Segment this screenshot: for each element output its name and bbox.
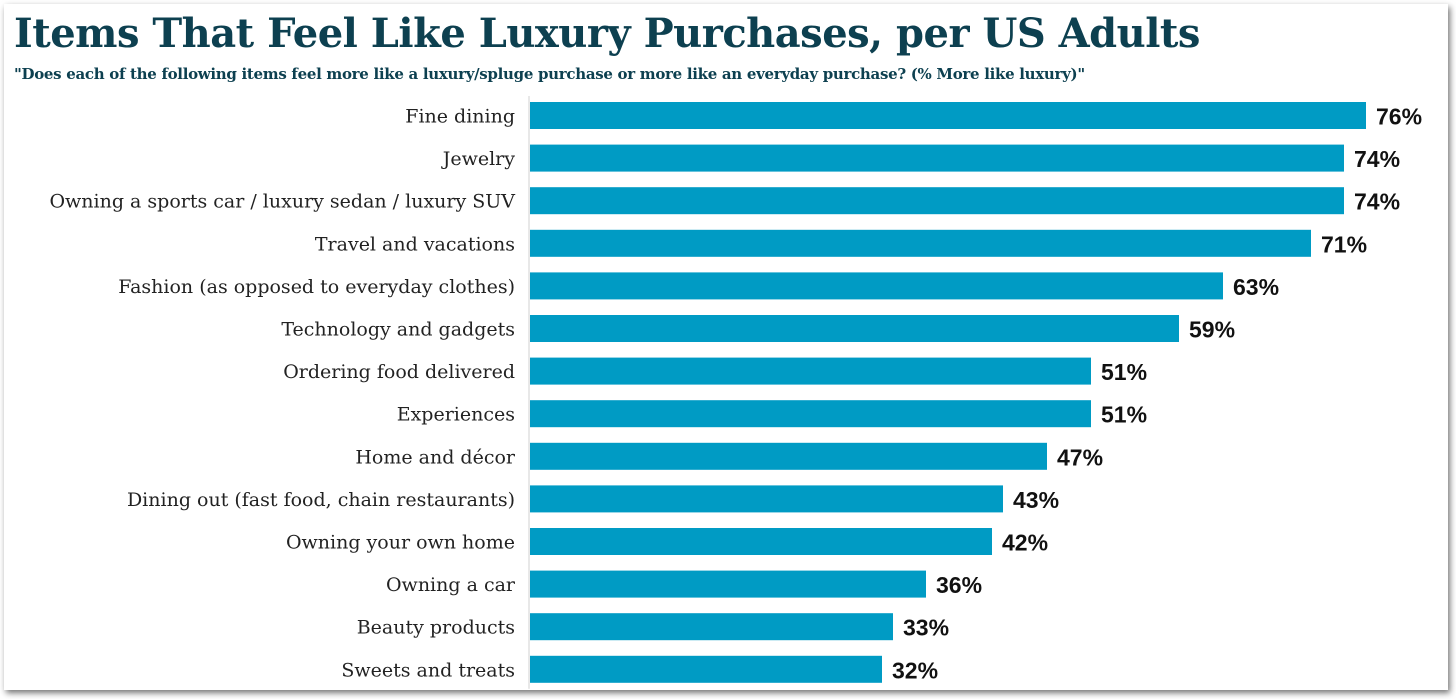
category-label: Experiences bbox=[397, 404, 515, 426]
bar bbox=[530, 400, 1091, 428]
value-label: 51% bbox=[1101, 402, 1147, 428]
bar bbox=[530, 613, 893, 641]
bar bbox=[530, 144, 1344, 172]
bar bbox=[530, 442, 1047, 470]
category-label: Fine dining bbox=[405, 106, 515, 128]
category-label: Technology and gadgets bbox=[281, 319, 515, 341]
chart-title: Items That Feel Like Luxury Purchases, p… bbox=[14, 10, 1200, 57]
category-label: Fashion (as opposed to everyday clothes) bbox=[118, 276, 515, 298]
category-label: Ordering food delivered bbox=[283, 361, 515, 383]
chart-frame: Items That Feel Like Luxury Purchases, p… bbox=[4, 4, 1448, 690]
value-label: 47% bbox=[1057, 444, 1103, 470]
value-label: 43% bbox=[1013, 487, 1059, 513]
category-label: Sweets and treats bbox=[341, 659, 515, 681]
value-label: 33% bbox=[903, 615, 949, 641]
category-label: Jewelry bbox=[441, 148, 516, 170]
bar bbox=[530, 315, 1179, 342]
bar bbox=[530, 570, 926, 598]
bar bbox=[530, 655, 882, 683]
value-label: 76% bbox=[1376, 104, 1422, 130]
value-label: 32% bbox=[892, 657, 938, 683]
bar bbox=[530, 272, 1223, 300]
bar bbox=[530, 229, 1311, 257]
value-label: 51% bbox=[1101, 359, 1147, 385]
value-label: 59% bbox=[1189, 317, 1235, 343]
bar bbox=[530, 485, 1003, 513]
bar bbox=[530, 528, 992, 555]
category-label: Home and décor bbox=[355, 446, 516, 468]
bar-chart: Fine dining 76% Jewelry 74% Owning a sports … bbox=[49, 96, 1422, 689]
bar bbox=[530, 102, 1366, 129]
category-label: Dining out (fast food, chain restaurants… bbox=[127, 489, 515, 511]
value-label: 74% bbox=[1354, 189, 1400, 215]
value-label: 36% bbox=[936, 572, 982, 598]
category-label: Beauty products bbox=[357, 617, 515, 639]
value-label: 71% bbox=[1321, 231, 1367, 257]
bar bbox=[530, 357, 1091, 385]
value-label: 63% bbox=[1233, 274, 1279, 300]
category-label: Travel and vacations bbox=[315, 233, 515, 255]
value-label: 42% bbox=[1002, 530, 1048, 556]
category-label: Owning a sports car / luxury sedan / lux… bbox=[49, 191, 515, 213]
value-label: 74% bbox=[1354, 146, 1400, 172]
chart-subtitle: "Does each of the following items feel m… bbox=[14, 65, 1085, 83]
bar bbox=[530, 187, 1344, 215]
category-label: Owning your own home bbox=[286, 532, 515, 554]
category-label: Owning a car bbox=[386, 574, 516, 596]
